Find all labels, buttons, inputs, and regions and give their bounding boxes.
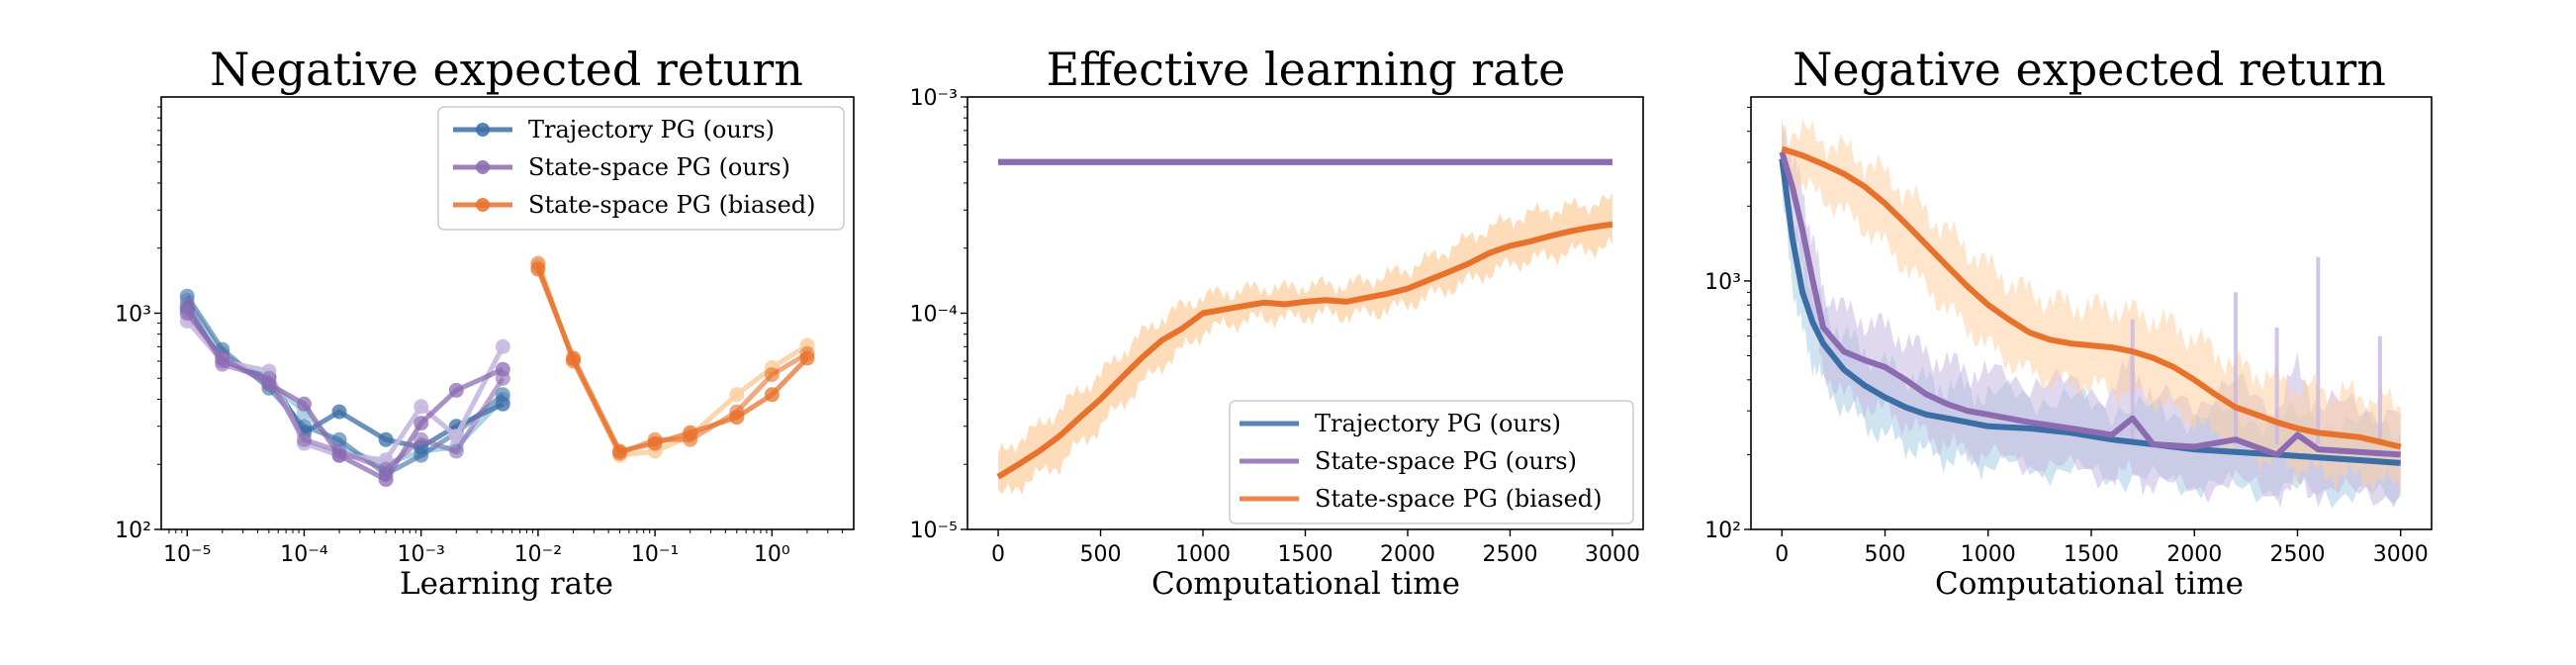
panel1-legend: Trajectory PG (ours) State-space PG (ours… — [437, 106, 845, 231]
p1-x-tick-label: 10⁰ — [754, 542, 790, 567]
data-point — [683, 431, 698, 447]
panel2-axes-frame — [966, 96, 1644, 530]
data-point — [331, 404, 347, 420]
data-point — [378, 461, 394, 477]
data-point — [331, 443, 347, 459]
p2-legend-label: Trajectory PG (ours) — [1315, 410, 1561, 437]
panel3-axes-frame — [1750, 96, 2433, 530]
data-point — [729, 387, 745, 403]
p2-x-tick-label: 1000 — [1175, 542, 1231, 567]
data-point — [414, 399, 429, 415]
data-point — [378, 472, 394, 488]
data-point — [799, 345, 815, 361]
p1-x-tick-label: 10⁻² — [514, 542, 562, 567]
p2-legend-label: State-space PG (ours) — [1315, 447, 1577, 475]
panel1-axes-frame — [160, 96, 855, 530]
panel2-legend-box — [1229, 400, 1634, 524]
data-point — [261, 370, 277, 386]
p1-legend-marker — [476, 123, 490, 137]
panel2-x-axis-label: Computational time — [1151, 566, 1460, 602]
p2-x-tick-label: 0 — [991, 542, 1005, 567]
data-point — [612, 445, 627, 461]
data-point — [378, 431, 394, 447]
p2-x-tick-label: 2500 — [1482, 542, 1537, 567]
data-point — [297, 431, 312, 447]
p2-legend-label: State-space PG (biased) — [1315, 485, 1603, 513]
data-point — [179, 297, 195, 312]
p1-x-tick-label: 10⁻⁴ — [280, 542, 328, 567]
p1-x-tick-label: 10⁻³ — [397, 542, 444, 567]
p2-x-tick-label: 2000 — [1380, 542, 1435, 567]
data-point — [448, 428, 464, 444]
series-line — [1779, 150, 2401, 458]
p3-x-tick-label: 2500 — [2269, 542, 2325, 567]
data-point — [495, 387, 510, 403]
panel1-title: Negative expected return — [210, 43, 803, 96]
p1-legend-label: State-space PG (ours) — [528, 153, 790, 181]
p1-legend-marker — [476, 198, 490, 212]
p1-x-tick-label: 10⁻⁵ — [163, 542, 211, 567]
data-point — [414, 431, 429, 447]
panel1-legend-box — [437, 106, 845, 231]
panel2-title: Effective learning rate — [1047, 43, 1566, 96]
panel2-legend: Trajectory PG (ours) State-space PG (ours… — [1229, 400, 1634, 524]
data-point — [566, 353, 581, 369]
data-point — [729, 404, 745, 420]
data-point — [647, 431, 663, 447]
p3-x-tick-label: 1000 — [1961, 542, 2016, 567]
p1-legend-label: Trajectory PG (ours) — [528, 116, 775, 143]
p1-legend-label: State-space PG (biased) — [528, 191, 816, 219]
p1-y-tick-label: 10³ — [115, 303, 151, 328]
p3-x-tick-label: 3000 — [2373, 542, 2429, 567]
p3-y-tick-label: 10³ — [1704, 270, 1741, 295]
p1-x-tick-label: 10⁻¹ — [631, 542, 679, 567]
series-line — [996, 221, 1613, 480]
p3-x-tick-label: 1500 — [2064, 542, 2119, 567]
data-point — [495, 338, 510, 354]
panel3-title: Negative expected return — [1793, 43, 2386, 96]
p2-y-tick-label: 10⁻⁵ — [910, 519, 958, 543]
series-line — [1779, 158, 2401, 466]
p2-x-tick-label: 1500 — [1278, 542, 1334, 567]
panel3-x-axis-label: Computational time — [1935, 566, 2244, 602]
panel1-x-axis-label: Learning rate — [400, 566, 613, 602]
data-point — [530, 255, 546, 271]
p3-x-tick-label: 500 — [1865, 542, 1906, 567]
data-point — [331, 431, 347, 447]
data-point — [448, 443, 464, 459]
data-point — [215, 356, 230, 372]
confidence-band — [1782, 119, 2401, 499]
data-point — [297, 396, 312, 412]
p2-x-tick-label: 3000 — [1585, 542, 1640, 567]
p2-y-tick-label: 10⁻⁴ — [910, 303, 959, 328]
series-line — [535, 262, 809, 456]
data-point — [414, 416, 429, 431]
p3-x-tick-label: 2000 — [2166, 542, 2222, 567]
data-point — [448, 382, 464, 398]
data-point — [764, 367, 780, 383]
p1-legend-marker — [476, 160, 490, 174]
data-point — [414, 447, 429, 463]
panel-effective-learning-rate: Effective learning rate 0 500 1000 1500 2000… — [910, 43, 1644, 602]
data-point — [495, 370, 510, 386]
p3-x-tick-label: 0 — [1775, 542, 1789, 567]
p3-y-tick-label: 10² — [1704, 519, 1741, 543]
p2-y-tick-label: 10⁻³ — [910, 86, 958, 111]
panel-learning-rate-sweep: Negative expected return 10⁻⁵ 10⁻⁴ 10⁻³ 10⁻… — [115, 43, 855, 602]
series-line — [1781, 145, 2402, 450]
data-point — [764, 387, 780, 403]
p1-y-tick-label: 10² — [115, 519, 151, 543]
p2-x-tick-label: 500 — [1080, 542, 1122, 567]
panel-return-over-time: Negative expected return 0 500 1000 1500 200… — [1704, 43, 2433, 602]
